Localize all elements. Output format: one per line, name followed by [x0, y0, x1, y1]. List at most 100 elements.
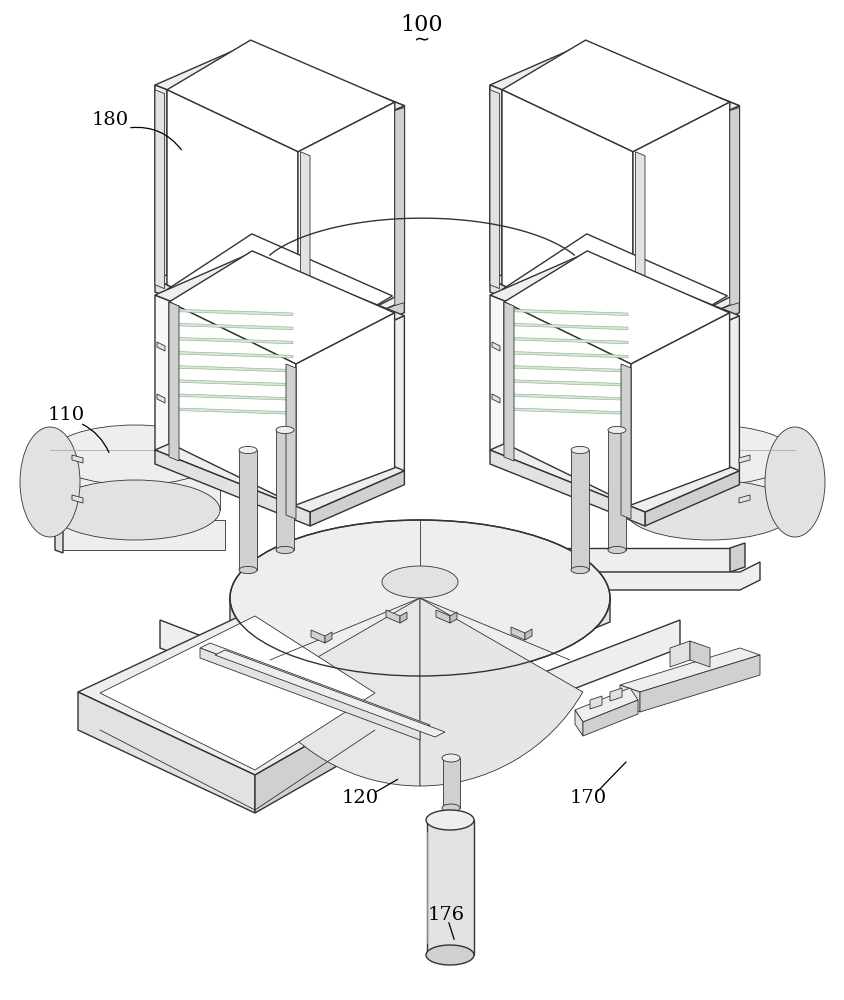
Polygon shape: [621, 364, 631, 519]
Polygon shape: [276, 430, 294, 550]
Polygon shape: [575, 688, 638, 722]
Polygon shape: [386, 610, 400, 623]
Polygon shape: [690, 641, 710, 667]
Polygon shape: [739, 455, 750, 463]
Ellipse shape: [442, 754, 460, 762]
Text: 110: 110: [48, 406, 85, 424]
Polygon shape: [72, 495, 83, 503]
Polygon shape: [490, 90, 500, 289]
Polygon shape: [78, 692, 255, 813]
Polygon shape: [620, 685, 640, 712]
Polygon shape: [155, 409, 404, 512]
Polygon shape: [511, 627, 525, 640]
Ellipse shape: [608, 546, 626, 554]
Polygon shape: [400, 612, 407, 623]
Polygon shape: [730, 543, 745, 572]
Ellipse shape: [625, 425, 795, 485]
Polygon shape: [492, 342, 500, 351]
Text: ∼: ∼: [414, 30, 430, 49]
Polygon shape: [155, 44, 404, 147]
Polygon shape: [296, 313, 395, 505]
Polygon shape: [492, 394, 500, 403]
Polygon shape: [633, 102, 730, 347]
Polygon shape: [507, 408, 628, 414]
Polygon shape: [155, 254, 404, 357]
Text: 176: 176: [428, 906, 465, 924]
Polygon shape: [645, 316, 739, 512]
Polygon shape: [502, 90, 633, 347]
Ellipse shape: [765, 427, 825, 537]
Polygon shape: [490, 44, 739, 147]
Polygon shape: [670, 641, 690, 667]
Polygon shape: [490, 85, 502, 285]
Polygon shape: [157, 342, 165, 351]
Polygon shape: [507, 323, 628, 330]
Polygon shape: [490, 548, 730, 572]
Polygon shape: [502, 234, 728, 352]
Polygon shape: [172, 408, 293, 414]
Polygon shape: [730, 108, 739, 306]
Ellipse shape: [442, 804, 460, 812]
Polygon shape: [507, 351, 628, 358]
Polygon shape: [645, 106, 739, 342]
Polygon shape: [525, 629, 532, 640]
Polygon shape: [55, 520, 225, 550]
Polygon shape: [395, 108, 404, 306]
Ellipse shape: [230, 520, 610, 676]
Ellipse shape: [426, 810, 474, 830]
Ellipse shape: [426, 945, 474, 965]
Polygon shape: [172, 351, 293, 358]
Text: 100: 100: [401, 14, 443, 36]
Ellipse shape: [276, 426, 294, 434]
Polygon shape: [436, 610, 450, 623]
Polygon shape: [325, 632, 332, 643]
Polygon shape: [230, 598, 610, 700]
Polygon shape: [155, 280, 310, 354]
Polygon shape: [583, 700, 638, 736]
Ellipse shape: [50, 425, 220, 485]
Ellipse shape: [608, 426, 626, 434]
Polygon shape: [450, 612, 457, 623]
Polygon shape: [172, 394, 293, 400]
Text: 170: 170: [570, 789, 607, 807]
Wedge shape: [257, 598, 420, 786]
Polygon shape: [155, 239, 404, 342]
Polygon shape: [490, 85, 645, 342]
Text: 180: 180: [92, 111, 129, 129]
Polygon shape: [215, 650, 445, 737]
Polygon shape: [155, 90, 165, 289]
Ellipse shape: [571, 446, 589, 454]
Polygon shape: [169, 302, 179, 461]
Polygon shape: [507, 394, 628, 400]
Polygon shape: [645, 301, 739, 354]
Polygon shape: [310, 106, 404, 342]
Polygon shape: [200, 643, 430, 730]
Polygon shape: [172, 337, 293, 344]
Polygon shape: [100, 616, 375, 770]
Polygon shape: [172, 365, 293, 372]
Ellipse shape: [276, 546, 294, 554]
Ellipse shape: [50, 480, 220, 540]
Ellipse shape: [239, 566, 257, 574]
Polygon shape: [575, 710, 583, 736]
Polygon shape: [310, 316, 404, 512]
Polygon shape: [172, 309, 293, 316]
Polygon shape: [490, 280, 645, 354]
Text: 120: 120: [342, 789, 379, 807]
Polygon shape: [167, 234, 392, 352]
Ellipse shape: [20, 427, 80, 537]
Polygon shape: [155, 450, 310, 526]
Polygon shape: [739, 495, 750, 503]
Polygon shape: [490, 254, 739, 357]
Polygon shape: [608, 430, 626, 550]
Polygon shape: [590, 696, 602, 709]
Polygon shape: [490, 548, 505, 578]
Polygon shape: [286, 364, 296, 519]
Polygon shape: [157, 394, 165, 403]
Polygon shape: [507, 309, 628, 316]
Polygon shape: [300, 152, 310, 347]
Polygon shape: [490, 295, 645, 512]
Polygon shape: [311, 630, 325, 643]
Polygon shape: [507, 365, 628, 372]
Polygon shape: [504, 251, 729, 364]
